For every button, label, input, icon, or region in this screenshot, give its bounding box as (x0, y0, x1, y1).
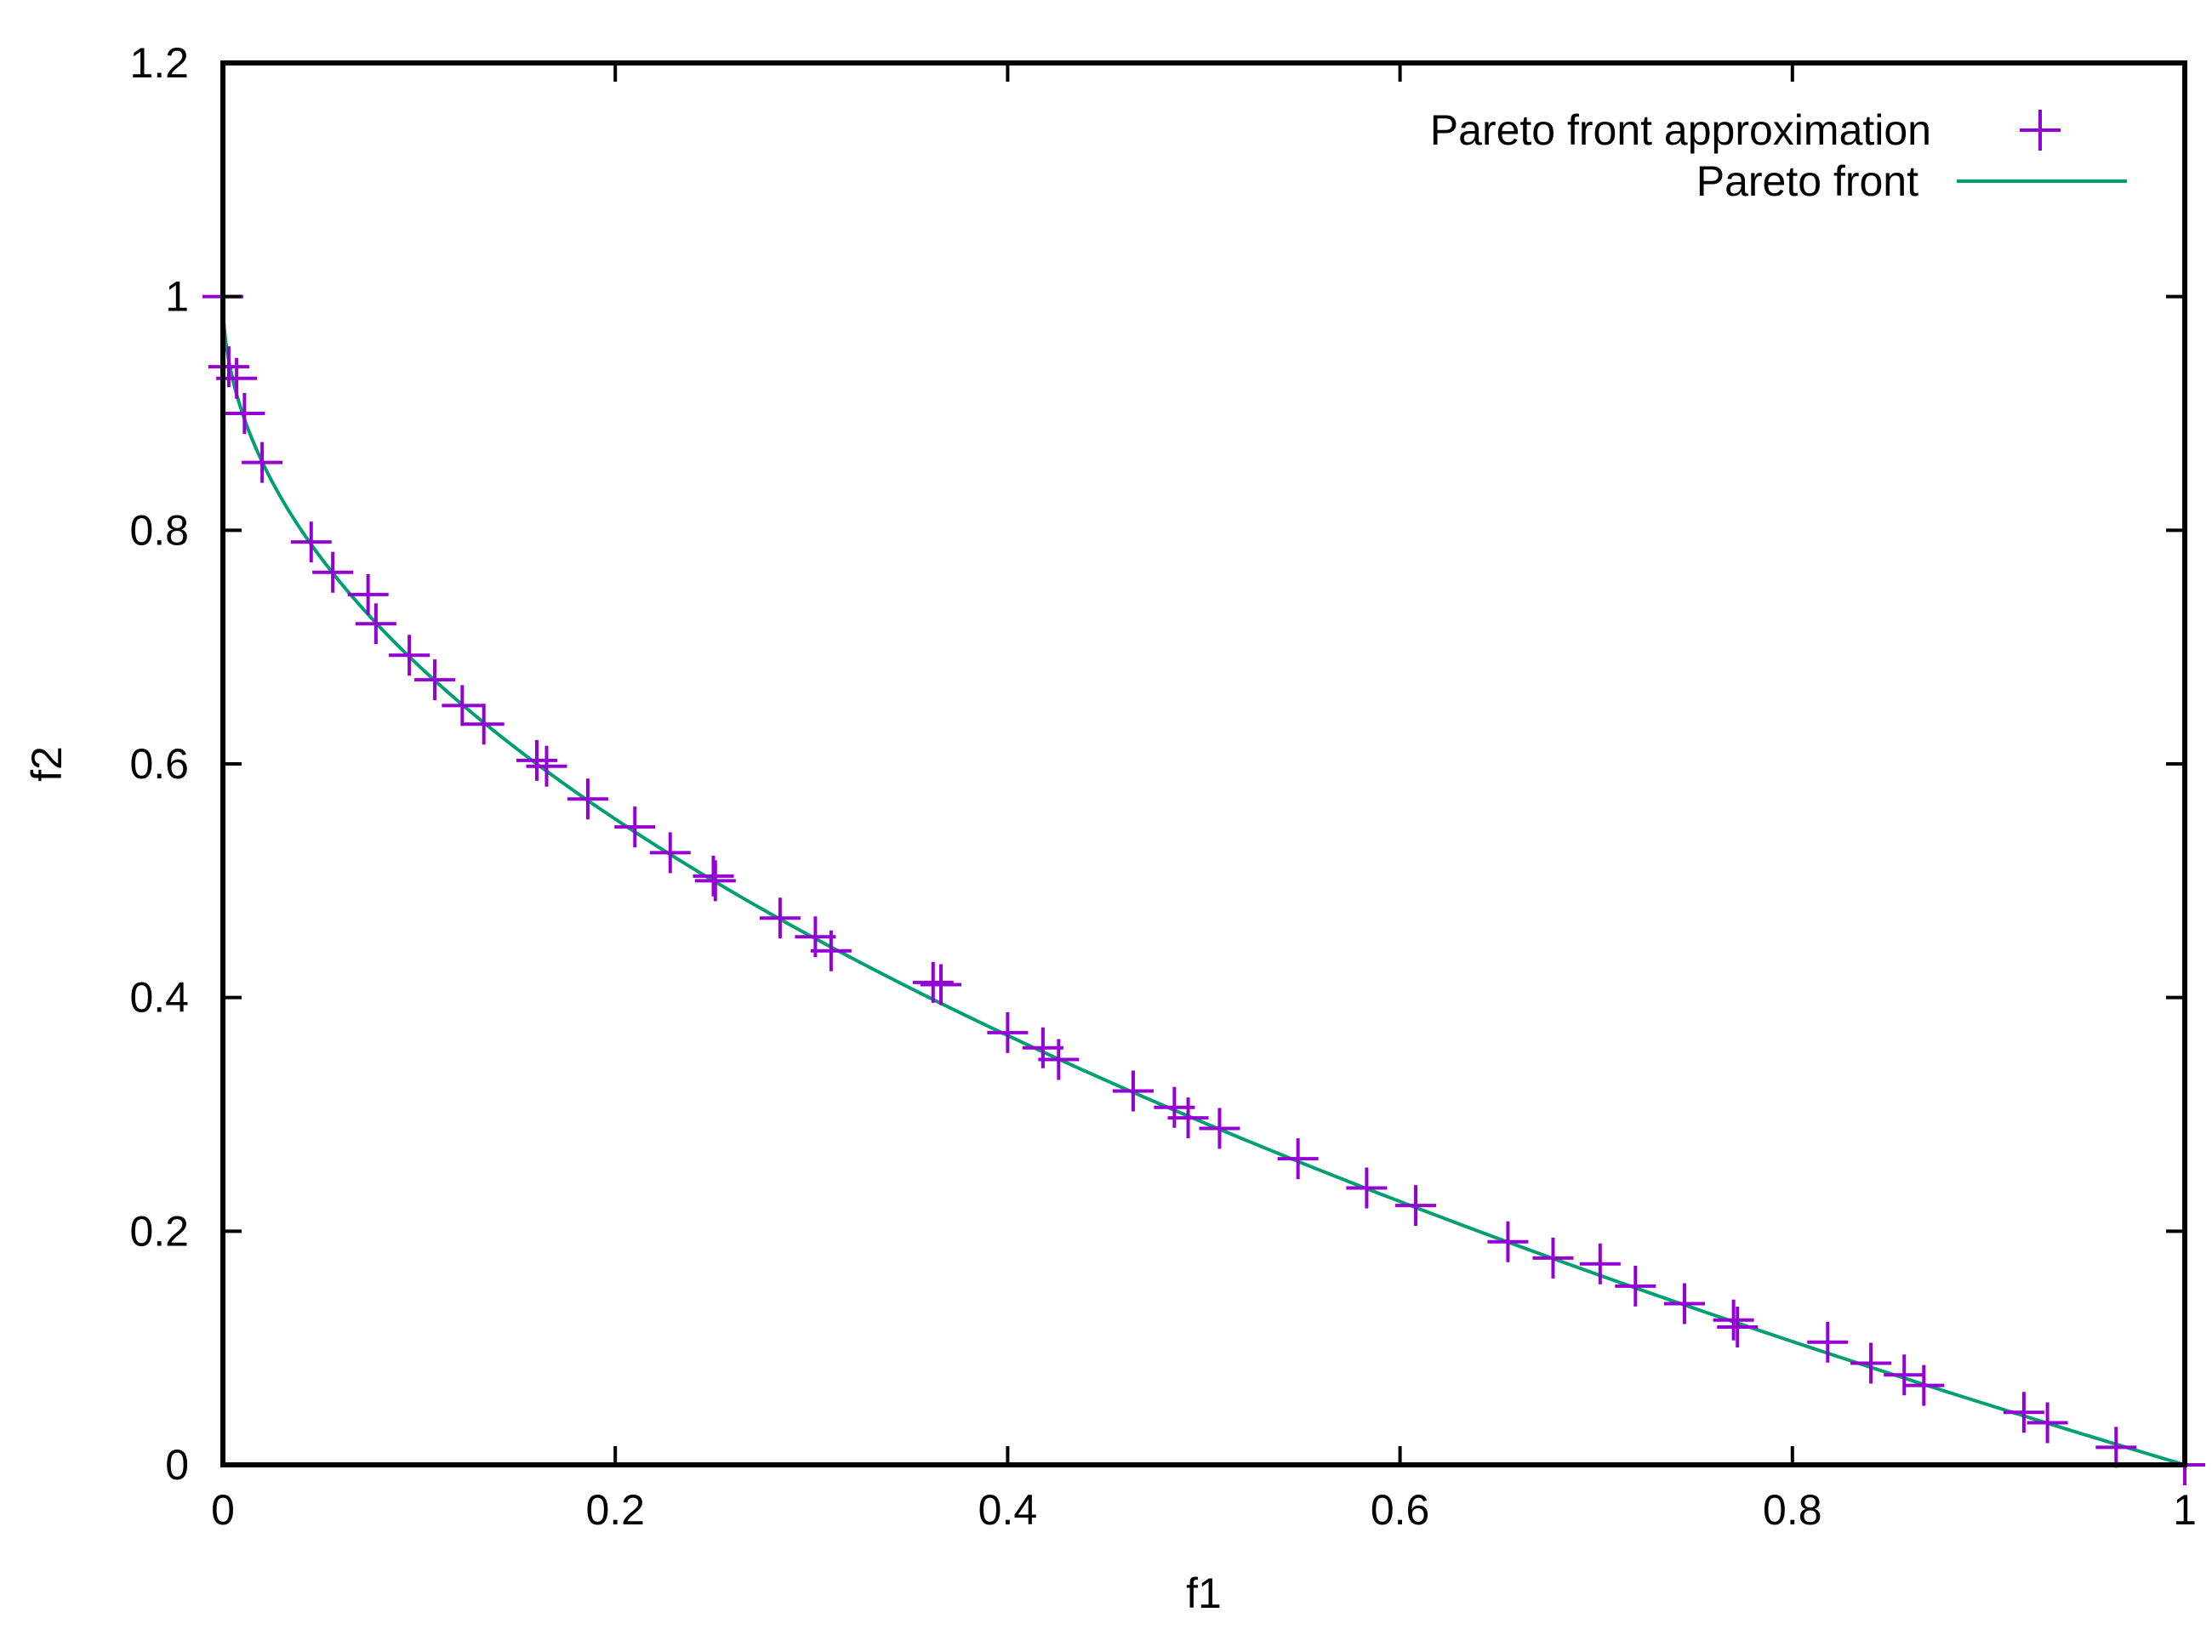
x-tick-label: 0.8 (1763, 1486, 1822, 1534)
x-tick-label: 1 (2173, 1486, 2197, 1534)
data-point (208, 346, 249, 388)
y-tick-label: 1 (165, 273, 189, 321)
data-point (1663, 1283, 1705, 1324)
data-point (224, 393, 265, 434)
data-point (2027, 1402, 2068, 1444)
data-point (1615, 1265, 1656, 1307)
y-axis-label: f2 (23, 746, 71, 782)
data-point (912, 961, 954, 1003)
data-point (1717, 1306, 1759, 1347)
data-point (2095, 1427, 2137, 1468)
y-tick-label: 0.6 (129, 740, 189, 788)
y-tick-label: 0.4 (129, 974, 189, 1022)
data-point (463, 704, 505, 745)
data-point (987, 1011, 1029, 1053)
data-point (1532, 1237, 1574, 1279)
data-point (1807, 1321, 1849, 1363)
data-point (1579, 1243, 1621, 1285)
legend-label-pareto-front: Pareto front (1696, 157, 1918, 205)
plot-frame (220, 60, 2187, 1467)
y-tick-label: 1.2 (129, 39, 189, 87)
data-point (920, 964, 961, 1005)
data-point (1346, 1167, 1388, 1209)
data-point (347, 573, 389, 615)
data-point (1903, 1364, 1945, 1406)
data-point (649, 832, 691, 874)
data-point (614, 806, 656, 848)
legend-marker-plus (2020, 110, 2061, 151)
data-point (389, 635, 430, 676)
data-point (312, 551, 354, 593)
legend-plus (2020, 110, 2061, 151)
data-point (242, 441, 283, 483)
data-point (1713, 1299, 1754, 1341)
x-axis-label: f1 (1186, 1569, 1222, 1617)
data-point (516, 739, 557, 781)
data-point (442, 685, 483, 726)
y-tick-label: 0.2 (129, 1207, 189, 1255)
data-point (1487, 1221, 1529, 1262)
data-point (694, 860, 736, 902)
x-tick-label: 0.6 (1371, 1486, 1430, 1534)
legend-label-pareto-approximation: Pareto front approximation (1430, 106, 1931, 154)
data-point (1850, 1342, 1892, 1384)
data-point (693, 855, 734, 897)
data-point (1884, 1354, 1925, 1396)
data-point (1395, 1185, 1437, 1227)
data-point (1038, 1039, 1080, 1080)
x-tick-label: 0.2 (585, 1486, 645, 1534)
data-point (355, 603, 396, 645)
data-point (2003, 1392, 2044, 1433)
data-point (1167, 1097, 1209, 1139)
data-point (414, 659, 456, 701)
data-point (759, 897, 801, 939)
y-tick-label: 0.8 (129, 506, 189, 554)
data-point (1022, 1027, 1063, 1068)
x-tick-label: 0 (211, 1486, 235, 1534)
data-point (290, 521, 332, 563)
data-point (1277, 1138, 1319, 1180)
data-point (526, 745, 567, 787)
data-point (567, 778, 608, 820)
data-point (1112, 1070, 1154, 1112)
y-tick-label: 0 (165, 1441, 189, 1489)
data-point (810, 930, 852, 971)
x-tick-label: 0.4 (978, 1486, 1038, 1534)
tick-labels-layer: 0 0.2 0.4 0.6 0.8 1 0 0.2 0.4 0.6 0.8 1 1.2 (129, 39, 2196, 1534)
legend: Pareto front approximation Pareto front (1430, 106, 2127, 205)
data-point (1199, 1108, 1240, 1149)
